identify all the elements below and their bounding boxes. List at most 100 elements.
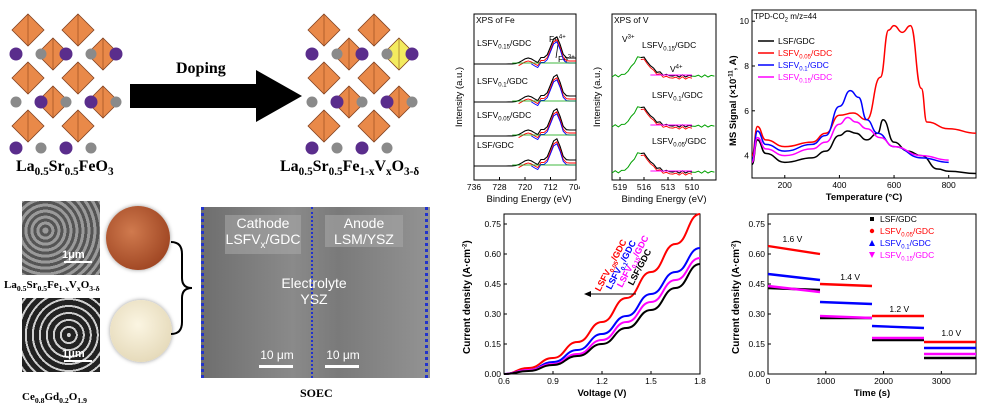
x-axis-label: Temperature (°C) (826, 192, 902, 203)
formula-doped: La0.5Sr0.5Fe1-xVxO3-δ (280, 158, 420, 179)
tpd-series-line (751, 116, 949, 164)
la-atom (10, 96, 22, 108)
x-tick-label: 1000 (816, 376, 835, 386)
x-tick-label: 3000 (932, 376, 951, 386)
y-tick-label: 0.30 (748, 309, 765, 319)
v-fit (640, 154, 693, 176)
stability-segment (819, 300, 873, 306)
fe4-fit (518, 111, 577, 139)
xps-v-chart: 519 516 513 510 Binding Energy (eV) Intensity… (592, 13, 717, 205)
x-tick-label: 0 (766, 376, 771, 386)
legend-marker (870, 217, 874, 221)
formula-parent: La0.5Sr0.5FeO3 (16, 158, 114, 179)
formula-gdc: Ce0.8Gd0.2O1.9 (22, 391, 87, 406)
y-tick-label: 0.60 (484, 249, 501, 259)
sr-atom (59, 47, 73, 61)
tpd-series-line (751, 24, 977, 157)
x-tick-label: 0.6 (498, 376, 510, 386)
x-axis-label: Binding Energy (eV) (486, 194, 571, 205)
voltage-label: 1.6 V (782, 234, 802, 244)
fe4-fit (518, 141, 577, 169)
xps-v-tail (691, 170, 715, 174)
sr-atom (9, 141, 23, 155)
sr-atom (380, 95, 394, 109)
sem-image-lsfv: 1μm (22, 201, 100, 275)
scale-right: 10 μm (326, 348, 360, 362)
sem-scale-2: 1μm (62, 348, 85, 360)
sr-atom (34, 95, 48, 109)
x-tick-label: 200 (778, 180, 792, 190)
y-tick-label: 0.15 (748, 339, 765, 349)
x-tick-label: 712 (543, 182, 557, 192)
y-tick-label: 0.45 (484, 279, 501, 289)
la-atom (381, 142, 393, 154)
iv-series-line (503, 213, 701, 375)
legend-entry: LSFV0.05/GDC (880, 226, 934, 239)
powder-lsfv (106, 206, 170, 270)
legend-entry: LSFV0.1/GDC (778, 60, 829, 73)
fe4-fit (518, 39, 577, 67)
xps-v-spectrum (640, 106, 693, 128)
y-tick-label: 8 (744, 61, 749, 71)
plot-frame (767, 213, 977, 375)
iv-chart: 0.6 0.9 1.2 1.5 1.8 0.00 0.15 0.30 0.45 0.60 0.75 V… (462, 213, 706, 399)
y-axis-label: Intensity (a.u.) (592, 67, 603, 127)
la-atom (406, 96, 418, 108)
x-tick-label: 0.9 (547, 376, 559, 386)
legend-entry: LSFV0.1/GDC (880, 238, 931, 251)
stability-segment (767, 272, 821, 282)
x-tick-label: 600 (887, 180, 901, 190)
xps-v-series-label: LSFV0.05/GDC (652, 136, 706, 149)
x-tick-label: 1.5 (645, 376, 657, 386)
xps-fe-spectrum (474, 138, 577, 167)
x-axis-label: Binding Energy (eV) (621, 194, 706, 205)
crystal-lsfv (305, 13, 419, 155)
y-tick-label: 0.15 (484, 339, 501, 349)
legend-entry: LSFV0.15/GDC (778, 72, 832, 85)
xps-v-spectrum (640, 56, 693, 78)
voltage-label: 1.4 V (840, 272, 860, 282)
xps-v-tail (611, 106, 641, 128)
xps-v-tail (691, 74, 715, 78)
v3-label: V3+ (622, 34, 635, 44)
trend-arrow-head (584, 291, 591, 297)
x-tick-label: 720 (518, 182, 532, 192)
fe4-pointer (555, 43, 559, 59)
iv-series-line (503, 263, 701, 375)
v4-label: V4+ (670, 64, 683, 74)
la-atom (85, 142, 97, 154)
scale-left: 10 μm (260, 348, 294, 362)
doping-arrow (130, 70, 302, 122)
xps-fe-chart: 736 728 720 712 704 Binding Energy (eV) Intens… (454, 13, 580, 205)
fe4-fit (518, 77, 577, 105)
x-tick-label: 400 (832, 180, 846, 190)
soec-caption: SOEC (300, 386, 333, 400)
soec-cross-section: Cathode LSFVx/GDC Anode LSM/YSZ Electrol… (201, 207, 430, 378)
x-tick-label: 800 (942, 180, 956, 190)
stability-segment (767, 284, 821, 294)
xps-fe-series-label: LSFV0.1/GDC (477, 76, 528, 89)
anode-label: Anode LSM/YSZ (325, 215, 403, 247)
sr-atom (59, 141, 73, 155)
x-axis-label: Time (s) (854, 388, 890, 399)
legend-marker (869, 252, 875, 258)
sem-scale-1: 1μm (62, 249, 85, 261)
legend-entry: LSF/GDC (880, 214, 917, 224)
chart-title: TPD-CO2 m/z=44 (754, 12, 817, 24)
y-axis-label: Current density (A·cm-2) (731, 240, 742, 354)
y-axis-label: Current density (A·cm-2) (462, 240, 473, 354)
x-tick-label: 1.2 (596, 376, 608, 386)
v-fit (640, 108, 693, 130)
x-tick-label: 704 (569, 182, 580, 192)
legend-entry: LSFV0.05/GDC (778, 48, 832, 61)
voltage-label: 1.2 V (889, 304, 909, 314)
la-atom (110, 96, 122, 108)
legend-marker (869, 228, 875, 234)
y-tick-label: 0.75 (748, 219, 765, 229)
la-atom (85, 48, 97, 60)
crystal-lsf (9, 13, 123, 155)
la-atom (331, 48, 343, 60)
legend-entry: LSFV0.15/GDC (880, 250, 934, 263)
y-tick-label: 0.75 (484, 219, 501, 229)
sem-image-gdc: 1μm (22, 298, 100, 372)
